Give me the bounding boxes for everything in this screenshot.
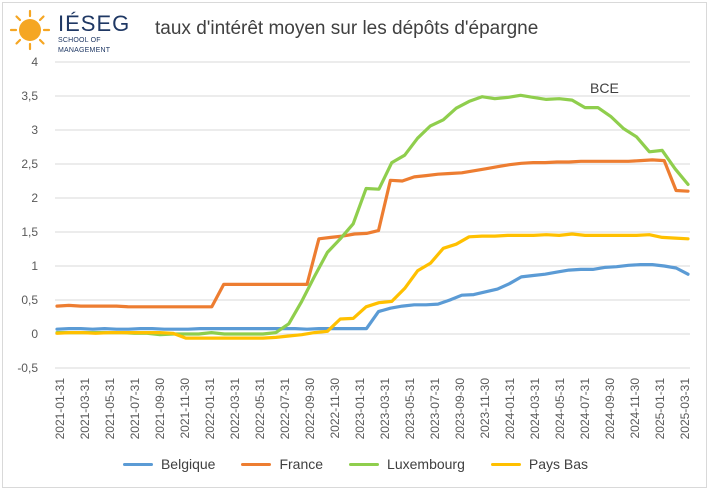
x-tick-label: 2021-09-30 [153,378,167,440]
x-tick-label: 2021-03-31 [78,378,92,440]
x-tick-label: 2024-11-30 [628,378,642,439]
legend: Belgique France Luxembourg Pays Bas [0,456,711,472]
logo-text: IÉSEG SCHOOL OF MANAGEMENT [58,12,136,56]
y-tick-label: 0 [31,327,38,341]
legend-item: Pays Bas [490,456,589,472]
y-tick-label: 2 [31,191,38,205]
logo-main-text: IÉSEG [58,11,131,36]
x-tick-label: 2023-07-31 [428,378,442,440]
sun-logo-icon [9,9,51,51]
x-tick-label: 2022-09-30 [303,378,317,440]
series-line-belgique [55,263,690,331]
legend-swatch [490,462,521,466]
legend-item: Belgique [122,456,216,472]
legend-swatch [241,462,272,466]
series-line-france [55,158,690,309]
x-tick-label: 2024-09-30 [603,378,617,440]
x-tick-label: 2025-01-31 [653,378,667,440]
x-tick-label: 2023-11-30 [478,378,492,439]
x-tick-label: 2023-03-31 [378,378,392,440]
x-tick-label: 2023-05-31 [403,378,417,440]
x-tick-label: 2024-05-31 [553,378,567,440]
series-line-pays-bas [55,232,690,340]
y-tick-label: 0,5 [21,293,38,307]
chart-frame [2,2,707,488]
x-tick-label: 2022-01-31 [203,378,217,440]
x-tick-label: 2021-07-31 [128,378,142,440]
series-line-luxembourg [55,93,690,337]
legend-item: Luxembourg [349,456,465,472]
x-tick-label: 2022-05-31 [253,378,267,440]
legend-swatch [349,462,380,466]
legend-swatch [122,462,153,466]
bce-annotation: BCE [590,80,619,96]
y-tick-label: 1 [31,259,38,273]
x-tick-label: 2024-03-31 [528,378,542,440]
y-tick-label: 3,5 [21,89,38,103]
x-tick-label: 2021-11-30 [178,378,192,439]
x-tick-label: 2023-09-30 [453,378,467,440]
y-tick-label: 1,5 [21,225,38,239]
x-tick-label: 2024-07-31 [578,378,592,440]
x-tick-label: 2023-01-31 [353,378,367,440]
legend-item: France [241,456,323,472]
x-tick-label: 2022-07-31 [278,378,292,440]
x-tick-label: 2021-05-31 [103,378,117,440]
legend-label: Belgique [160,456,216,472]
chart-title: taux d'intérêt moyen sur les dépôts d'ép… [155,18,539,39]
y-tick-label: 4 [31,55,38,69]
x-tick-label: 2021-01-31 [53,378,67,440]
y-tick-label: -0,5 [17,361,38,375]
x-tick-label: 2022-11-30 [328,378,342,439]
legend-label: Pays Bas [528,456,589,472]
legend-label: Luxembourg [387,456,465,472]
y-tick-label: 2,5 [21,157,38,171]
x-tick-label: 2024-01-31 [503,378,517,440]
y-tick-label: 3 [31,123,38,137]
x-tick-label: 2025-03-31 [678,378,692,440]
ieseg-logo: IÉSEG SCHOOL OF MANAGEMENT [8,8,136,54]
x-tick-label: 2022-03-31 [228,378,242,440]
logo-sub-text: SCHOOL OF MANAGEMENT [58,37,111,54]
legend-label: France [279,456,324,472]
